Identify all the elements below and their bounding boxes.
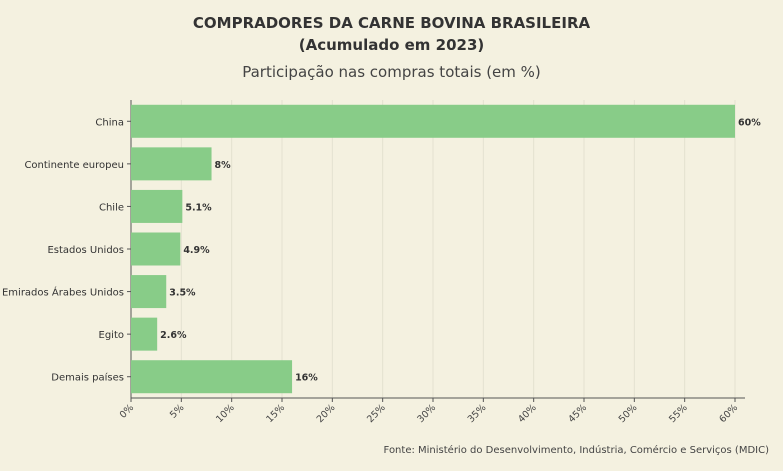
- x-tick-label: 55%: [667, 402, 690, 425]
- value-label: 8%: [215, 160, 232, 171]
- value-label: 60%: [738, 117, 761, 128]
- bar: [131, 104, 735, 138]
- bar: [131, 189, 183, 223]
- value-label: 2.6%: [160, 330, 187, 341]
- source-note: Fonte: Ministério do Desenvolvimento, In…: [383, 445, 769, 456]
- category-label: Egito: [99, 330, 124, 341]
- category-label: Emirados Árabes Unidos: [2, 286, 124, 299]
- bar: [131, 147, 212, 181]
- value-label: 4.9%: [183, 245, 210, 256]
- x-tick-label: 0%: [118, 402, 136, 420]
- x-tick-label: 40%: [516, 402, 539, 425]
- x-tick-label: 45%: [566, 402, 589, 425]
- bar: [131, 317, 158, 351]
- chart-title-line2: (Acumulado em 2023): [298, 36, 485, 54]
- category-label: Demais países: [51, 372, 124, 384]
- value-label: 3.5%: [169, 288, 196, 299]
- x-tick-label: 50%: [617, 402, 640, 425]
- chart-title: COMPRADORES DA CARNE BOVINA BRASILEIRA: [192, 14, 591, 32]
- bar: [131, 232, 181, 266]
- x-tick-label: 5%: [168, 402, 186, 420]
- x-tick-label: 20%: [315, 402, 338, 425]
- x-tick-label: 35%: [466, 402, 489, 425]
- bar: [131, 275, 167, 309]
- x-tick-label: 15%: [264, 402, 287, 425]
- value-label: 5.1%: [185, 202, 212, 213]
- x-tick-label: 60%: [717, 402, 740, 425]
- x-tick-label: 25%: [365, 402, 388, 425]
- x-tick-label: 30%: [415, 402, 438, 425]
- category-label: China: [95, 117, 124, 128]
- category-label: Chile: [99, 202, 124, 213]
- bar: [131, 360, 293, 394]
- category-label: Continente europeu: [24, 160, 124, 171]
- x-tick-label: 10%: [214, 402, 237, 425]
- value-label: 16%: [295, 373, 318, 384]
- chart-subtitle: Participação nas compras totais (em %): [242, 63, 541, 81]
- category-label: Estados Unidos: [47, 245, 124, 256]
